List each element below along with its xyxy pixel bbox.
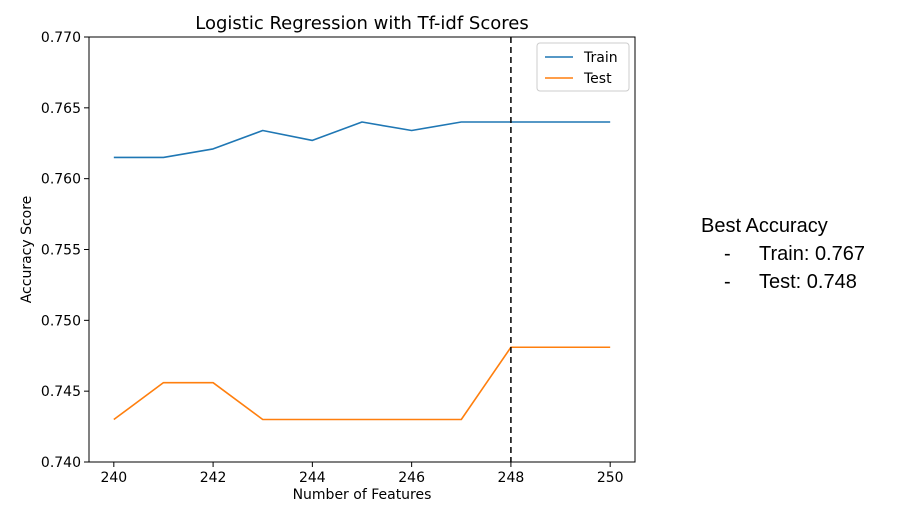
x-tick-label: 240 [100, 470, 127, 486]
bullet-dash: - [724, 271, 731, 293]
chart-container: Logistic Regression with Tf-idf Scores 24… [19, 13, 636, 503]
chart-title: Logistic Regression with Tf-idf Scores [195, 13, 528, 34]
bullet-dash: - [724, 243, 731, 265]
x-axis-label: Number of Features [293, 487, 432, 503]
y-tick-label: 0.760 [41, 172, 81, 188]
y-tick-label: 0.755 [41, 243, 81, 259]
y-tick-label: 0.765 [41, 101, 81, 117]
y-tick-label: 0.745 [41, 384, 81, 400]
best-accuracy-train-text: Train: 0.767 [759, 243, 865, 265]
y-tick-label: 0.770 [41, 30, 81, 46]
best-accuracy-test-text: Test: 0.748 [759, 271, 857, 293]
legend-box [536, 42, 630, 92]
legend-label-train: Train [583, 50, 618, 66]
series-line-test [113, 346, 611, 421]
x-tick-label: 246 [398, 470, 425, 486]
x-tick-label: 242 [200, 470, 227, 486]
series-line-train [113, 121, 611, 159]
x-tick-label: 248 [498, 470, 525, 486]
y-tick-label: 0.740 [41, 455, 81, 471]
y-tick-label: 0.750 [41, 313, 81, 329]
y-axis-label: Accuracy Score [19, 196, 35, 304]
line-chart: Logistic Regression with Tf-idf Scores 24… [19, 13, 636, 503]
x-tick-label: 244 [299, 470, 326, 486]
x-tick-label: 250 [597, 470, 624, 486]
legend-label-test: Test [583, 71, 612, 87]
plot-frame [88, 36, 636, 463]
best-accuracy-title: Best Accuracy [701, 215, 828, 237]
